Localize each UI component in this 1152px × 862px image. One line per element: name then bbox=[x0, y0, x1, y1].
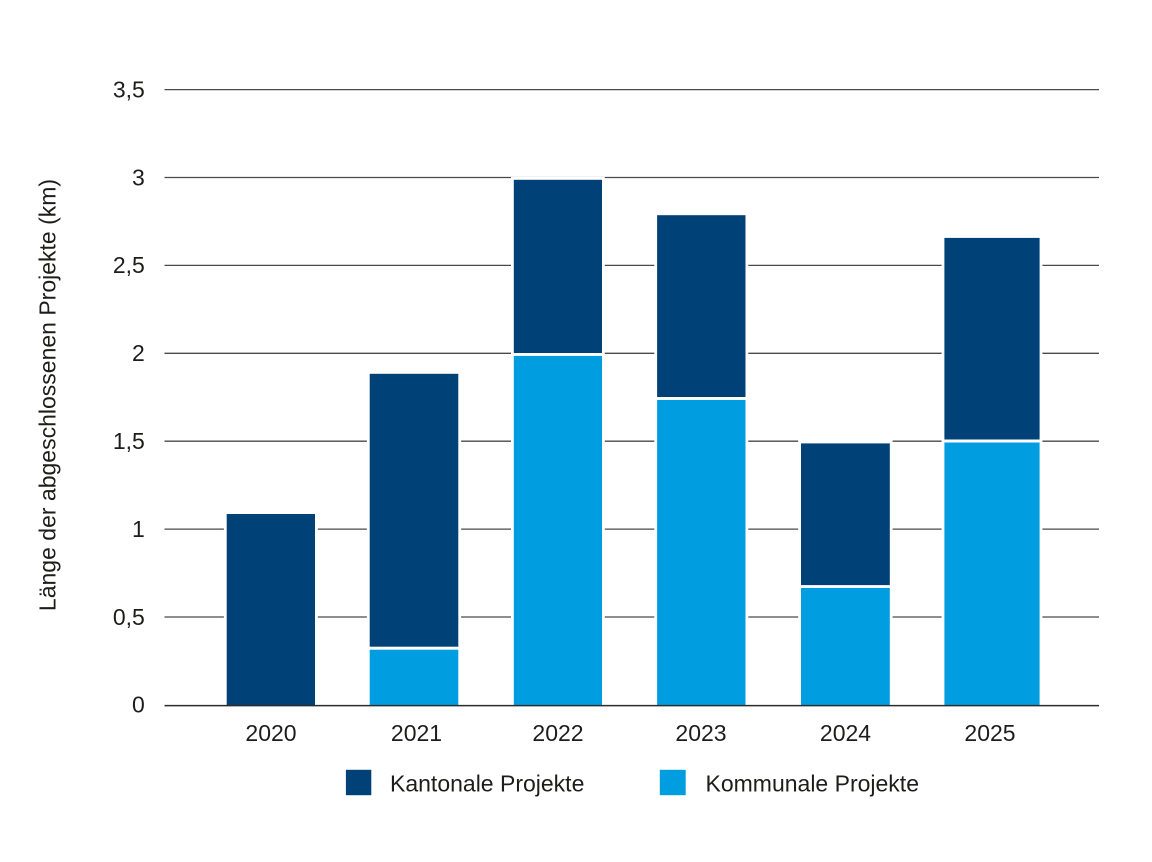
svg-text:0,5: 0,5 bbox=[113, 604, 145, 630]
svg-text:2023: 2023 bbox=[675, 720, 726, 746]
svg-text:2: 2 bbox=[132, 340, 145, 366]
svg-text:2025: 2025 bbox=[964, 720, 1015, 746]
svg-text:2022: 2022 bbox=[532, 720, 583, 746]
svg-text:3: 3 bbox=[132, 164, 145, 190]
svg-text:0: 0 bbox=[132, 692, 145, 718]
svg-text:3,5: 3,5 bbox=[113, 76, 145, 102]
svg-text:1: 1 bbox=[132, 516, 145, 542]
svg-text:2020: 2020 bbox=[245, 720, 296, 746]
svg-text:Kantonale Projekte: Kantonale Projekte bbox=[390, 770, 584, 796]
svg-text:Länge der abgeschlossenen Proj: Länge der abgeschlossenen Projekte (km) bbox=[35, 179, 61, 611]
svg-text:Kommunale Projekte: Kommunale Projekte bbox=[706, 770, 920, 796]
svg-text:2021: 2021 bbox=[391, 720, 442, 746]
svg-text:1,5: 1,5 bbox=[113, 428, 145, 454]
svg-text:2,5: 2,5 bbox=[113, 252, 145, 278]
svg-text:2024: 2024 bbox=[820, 720, 871, 746]
